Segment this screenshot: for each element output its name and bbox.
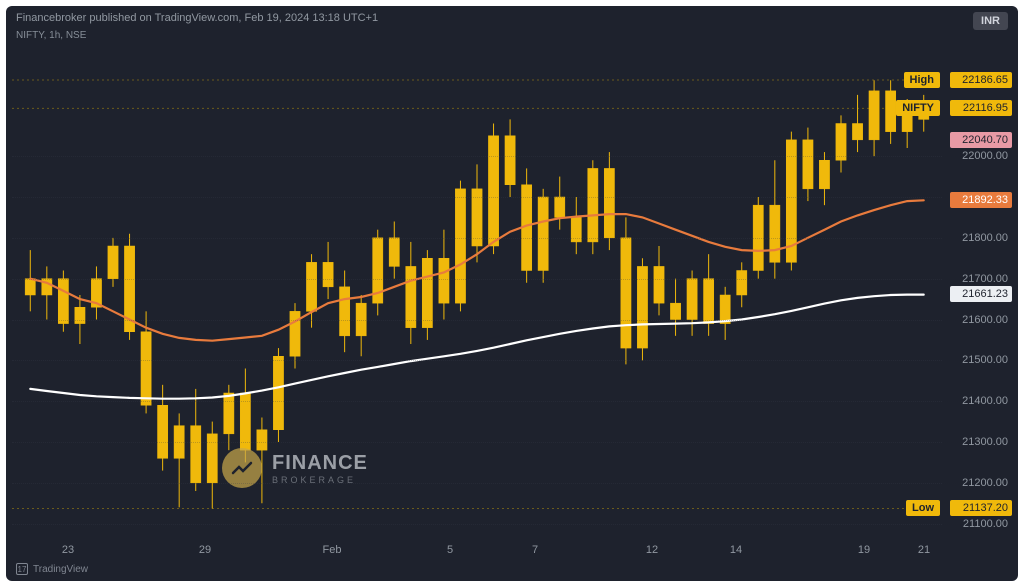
price-tag: Low xyxy=(906,500,940,516)
x-tick: Feb xyxy=(323,544,342,556)
x-tick: 23 xyxy=(62,544,74,556)
y-tick: 21300.00 xyxy=(942,436,1012,448)
footer-brand: 17 TradingView xyxy=(16,563,88,575)
price-tag: NIFTY xyxy=(896,100,940,116)
source-line: Financebroker published on TradingView.c… xyxy=(16,12,378,24)
x-tick: 21 xyxy=(918,544,930,556)
y-tick: 21800.00 xyxy=(942,232,1012,244)
price-axis[interactable]: 21100.00 21200.00 21300.00 21400.00 21500.00… xyxy=(942,50,1012,540)
price-label: 22116.95 xyxy=(950,100,1012,116)
tradingview-icon: 17 xyxy=(16,563,28,575)
plot-area[interactable]: FINANCE BROKERAGE HighNIFTYLow xyxy=(12,50,942,540)
price-label: 22040.70 xyxy=(950,132,1012,148)
y-tick: 21400.00 xyxy=(942,395,1012,407)
price-label: 21137.20 xyxy=(950,500,1012,516)
chart-container[interactable]: Financebroker published on TradingView.c… xyxy=(6,6,1018,581)
x-tick: 5 xyxy=(447,544,453,556)
logo-text: FINANCE xyxy=(272,452,368,475)
price-tag: High xyxy=(904,72,940,88)
y-tick: 22000.00 xyxy=(942,150,1012,162)
time-axis[interactable]: 23 29 Feb 5 7 12 14 19 21 xyxy=(12,540,942,564)
candlestick-svg xyxy=(12,50,942,540)
price-label: 21661.23 xyxy=(950,286,1012,302)
symbol-line: NIFTY, 1h, NSE xyxy=(16,30,86,41)
y-tick: 21600.00 xyxy=(942,314,1012,326)
footer-text: TradingView xyxy=(33,564,88,575)
x-tick: 29 xyxy=(199,544,211,556)
y-tick: 21200.00 xyxy=(942,477,1012,489)
x-tick: 14 xyxy=(730,544,742,556)
price-label: 22186.65 xyxy=(950,72,1012,88)
x-tick: 7 xyxy=(532,544,538,556)
x-tick: 12 xyxy=(646,544,658,556)
currency-badge: INR xyxy=(973,12,1008,30)
price-label: 21892.33 xyxy=(950,192,1012,208)
y-tick: 21700.00 xyxy=(942,273,1012,285)
y-tick: 21500.00 xyxy=(942,354,1012,366)
x-tick: 19 xyxy=(858,544,870,556)
y-tick: 21100.00 xyxy=(942,518,1012,530)
